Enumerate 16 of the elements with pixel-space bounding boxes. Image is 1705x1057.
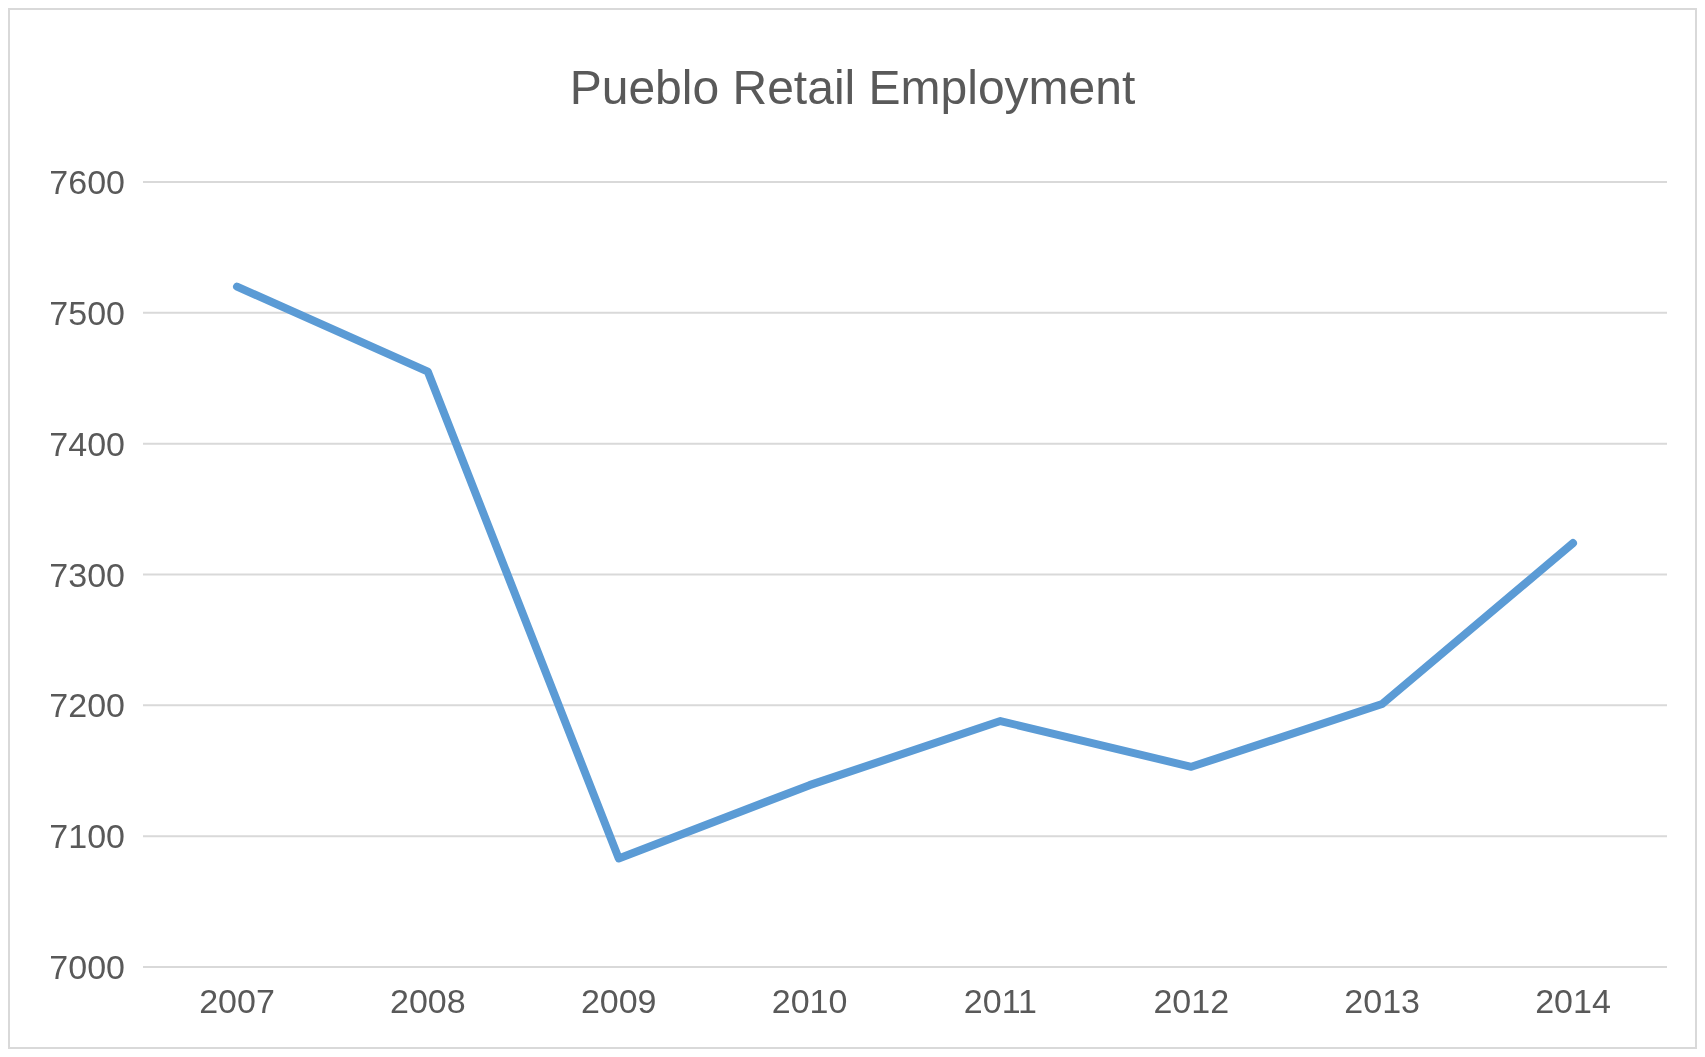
y-tick-label: 7600 [49, 163, 125, 202]
x-tick-label: 2009 [580, 982, 657, 1021]
y-tick-label: 7400 [49, 424, 125, 463]
x-tick-label: 2012 [1153, 982, 1230, 1021]
chart-title: Pueblo Retail Employment [568, 60, 1137, 115]
y-tick-label: 7200 [49, 686, 125, 725]
y-tick-label: 7000 [49, 948, 125, 987]
x-tick-label: 2014 [1535, 982, 1611, 1021]
y-tick-label: 7500 [49, 293, 125, 332]
x-tick-label: 2008 [390, 982, 466, 1021]
x-tick-label: 2007 [199, 982, 275, 1021]
y-tick-label: 7300 [49, 555, 125, 594]
y-tick-label: 7100 [49, 817, 125, 856]
x-tick-label: 2010 [771, 982, 848, 1021]
x-tick-label: 2011 [963, 982, 1037, 1021]
x-tick-label: 2013 [1344, 982, 1420, 1021]
